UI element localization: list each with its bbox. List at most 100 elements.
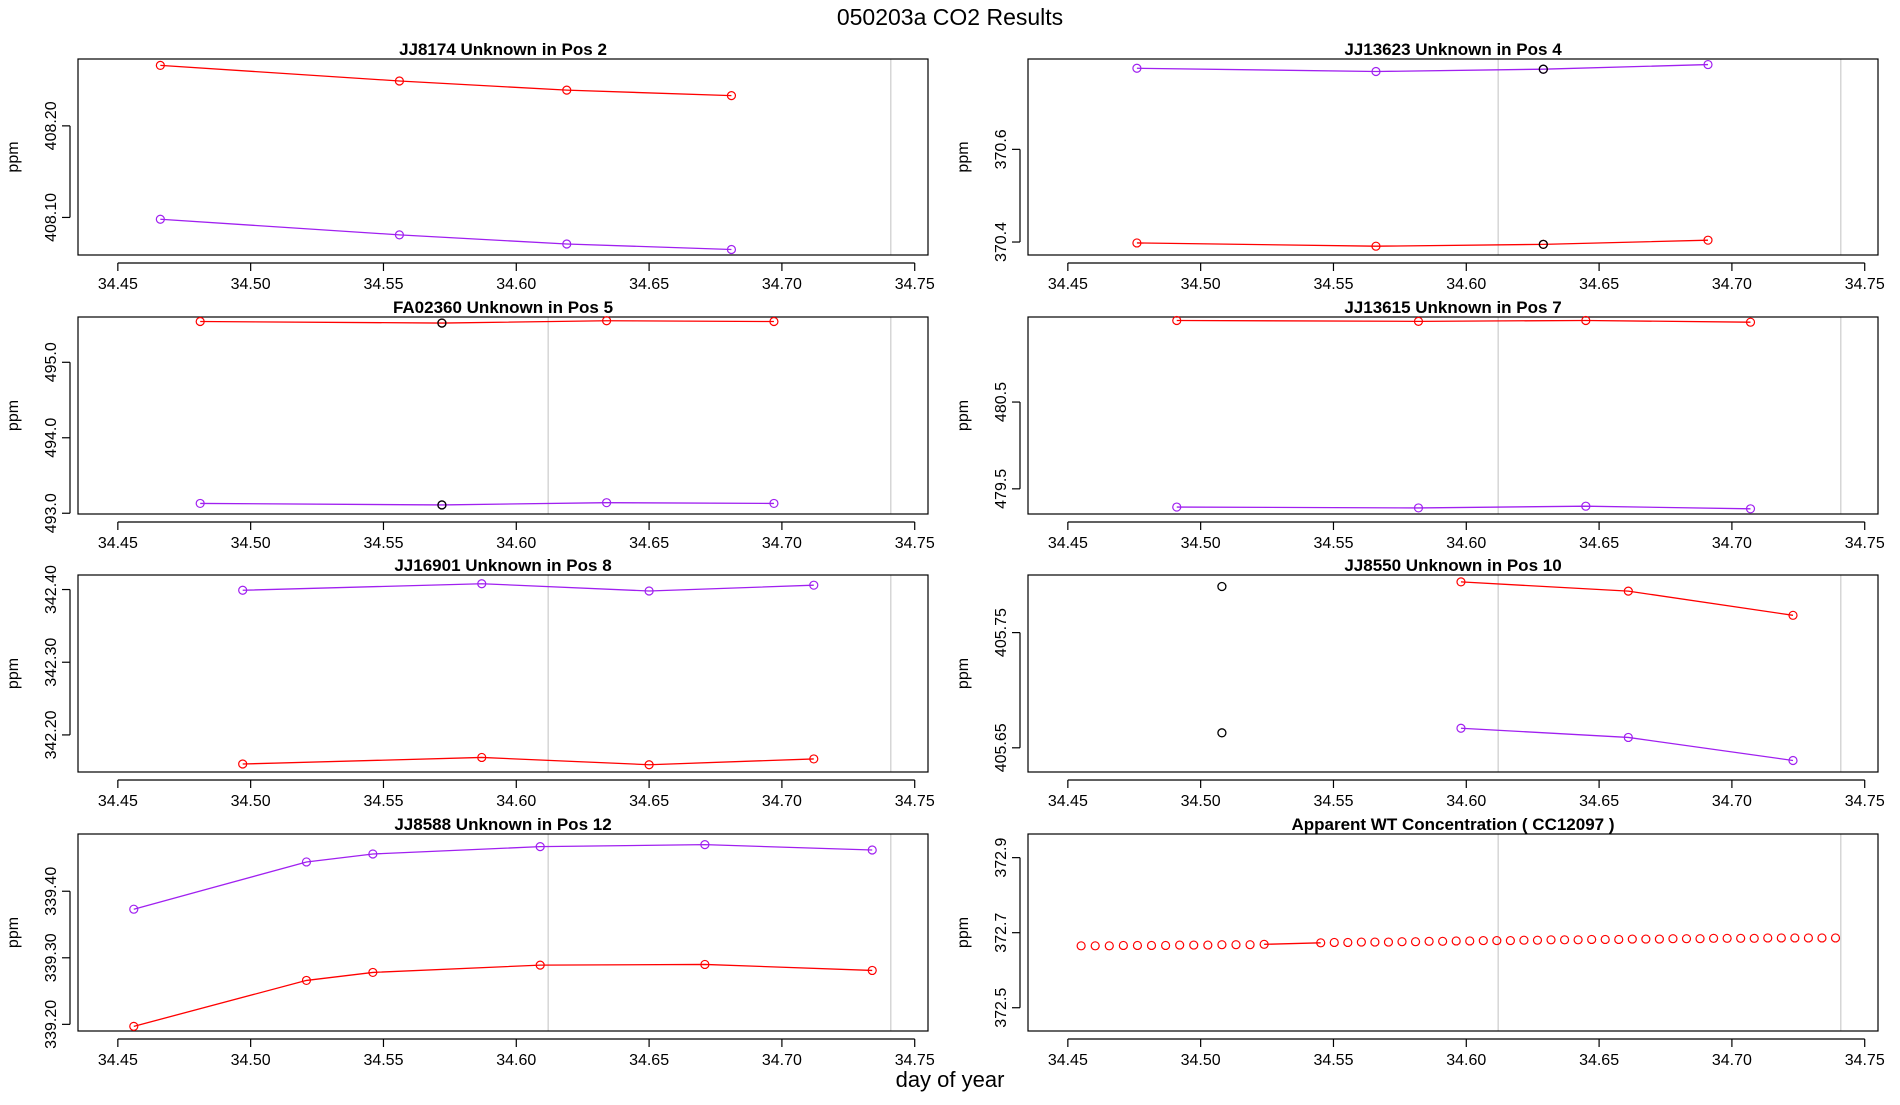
data-point [1090,941,1100,951]
x-tick-label: 34.65 [629,1052,669,1069]
y-tick-label: 408.10 [43,193,60,242]
series-points [1076,933,1841,951]
data-point [1654,934,1664,944]
y-tick-label: 494.0 [43,418,60,458]
plot-frame [77,316,929,515]
data-point [726,91,737,101]
data-point [1189,940,1199,950]
plot-frame [77,574,929,773]
data-point [769,316,779,327]
x-tick-label: 34.45 [1048,793,1088,810]
data-point [155,214,165,224]
y-tick-label: 479.5 [993,469,1010,509]
x-tick-label: 34.60 [1446,793,1486,810]
y-axis-label: ppm [5,141,22,172]
data-point [1559,935,1570,945]
data-point [601,498,612,508]
data-point [1790,933,1800,943]
data-point [1763,933,1773,943]
data-point [1231,940,1241,950]
data-point [1172,502,1182,512]
x-tick-label: 34.75 [1845,535,1885,552]
x-tick-label: 34.75 [895,535,935,552]
series-purple [195,498,779,510]
y-axis-label: ppm [955,917,972,948]
panels-grid: JJ8174 Unknown in Pos 2 34.45 34.50 34.55 34… [5,40,1885,1069]
series-line [242,583,814,592]
plot-frame [1027,574,1879,773]
data-point [1245,940,1255,950]
x-tick-label: 34.50 [1181,1052,1221,1069]
data-point [1736,933,1746,943]
y-tick-label: 342.30 [43,638,60,687]
x-tick-label: 34.70 [1712,535,1752,552]
data-point [1745,504,1756,514]
data-point [1413,316,1424,326]
series-purple [1456,723,1798,766]
data-point [1132,940,1143,951]
data-point [1118,940,1128,951]
x-tick-label: 34.55 [363,1052,403,1069]
x-tick-label: 34.50 [1181,793,1221,810]
highlight-point [437,318,447,328]
x-tick-label: 34.60 [1446,1052,1486,1069]
series-line [133,963,873,1027]
data-point [535,842,545,852]
x-tick-label: 34.70 [1712,276,1752,293]
x-tick-label: 34.70 [762,276,802,293]
x-tick-label: 34.50 [231,793,271,810]
x-tick-label: 34.70 [762,1052,802,1069]
x-tick-label: 34.70 [1712,793,1752,810]
x-tick-label: 34.75 [1845,276,1885,293]
data-point [1627,934,1637,944]
panel-title: JJ13623 Unknown in Pos 4 [1344,40,1562,59]
data-point [1788,755,1798,766]
x-tick-label: 34.60 [496,276,536,293]
panel-7: JJ8588 Unknown in Pos 12 34.45 34.50 34.55 3… [5,815,935,1069]
data-point [1383,937,1394,947]
x-tick-label: 34.65 [1579,793,1619,810]
plot-frame [77,58,929,256]
data-point [562,239,572,249]
x-tick-label: 34.70 [762,535,802,552]
x-tick-label: 34.45 [1048,1052,1088,1069]
panel-title: FA02360 Unknown in Pos 5 [393,298,613,317]
data-point [1203,940,1213,950]
y-tick-label: 372.9 [993,838,1010,878]
series-line [200,502,774,506]
highlight-point [1538,64,1548,74]
series-line [1176,319,1751,323]
x-tick-label: 34.75 [895,793,935,810]
data-point [394,76,405,86]
x-tick-label: 34.50 [231,535,271,552]
data-point [1641,934,1651,944]
x-tick-label: 34.50 [1181,535,1221,552]
data-point [1456,577,1466,587]
panel-title: Apparent WT Concentration ( CC12097 ) [1291,815,1614,834]
series-line [200,320,774,324]
x-tick-label: 34.55 [363,535,403,552]
y-tick-label: 495.0 [43,342,60,382]
data-point [1146,940,1157,951]
panel-6: JJ8550 Unknown in Pos 10 34.45 34.50 34.55 3… [955,556,1885,810]
data-point [726,244,737,255]
data-point [1745,317,1756,327]
series-purple [129,840,877,914]
x-tick-label: 34.60 [496,535,536,552]
highlight-point [1217,581,1227,592]
x-tick-label: 34.75 [1845,793,1885,810]
x-tick-label: 34.65 [629,793,669,810]
data-point [1343,937,1353,948]
data-point [1132,238,1142,248]
x-tick-label: 34.75 [1845,1052,1885,1069]
y-tick-label: 339.20 [43,1000,60,1049]
panel-title: JJ8588 Unknown in Pos 12 [394,815,611,834]
panel-4: JJ13615 Unknown in Pos 7 34.45 34.50 34.55 3… [955,298,1885,552]
data-point [601,316,612,326]
data-point [1703,235,1713,245]
data-point [700,959,710,970]
x-tick-label: 34.55 [1313,793,1353,810]
connecting-segment [1264,942,1321,945]
